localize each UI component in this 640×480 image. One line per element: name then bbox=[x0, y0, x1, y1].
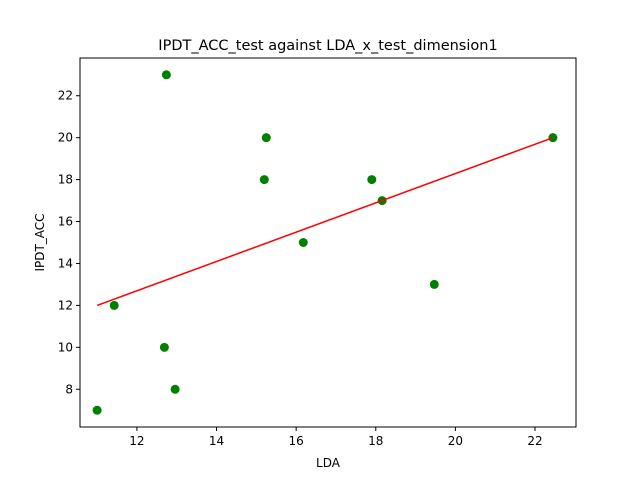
data-point bbox=[259, 175, 269, 185]
data-point bbox=[170, 384, 180, 394]
y-tick-label: 8 bbox=[65, 382, 73, 396]
data-point bbox=[109, 300, 119, 310]
regression-line bbox=[96, 136, 554, 307]
chart-title: IPDT_ACC_test against LDA_x_test_dimensi… bbox=[158, 38, 497, 54]
x-tick-label: 18 bbox=[368, 434, 383, 448]
data-point bbox=[261, 133, 271, 143]
data-point bbox=[429, 279, 439, 289]
data-point bbox=[159, 342, 169, 352]
y-tick-label: 18 bbox=[58, 173, 73, 187]
y-tick-label: 16 bbox=[58, 215, 73, 229]
x-tick-label: 16 bbox=[289, 434, 304, 448]
data-point bbox=[161, 70, 171, 80]
y-axis-label: IPDT_ACC bbox=[33, 213, 47, 271]
data-point bbox=[92, 405, 102, 415]
series-layer bbox=[92, 70, 558, 415]
data-point bbox=[298, 238, 308, 247]
x-axis: 12 14 16 18 20 22 bbox=[129, 427, 543, 448]
y-tick-label: 10 bbox=[58, 340, 73, 354]
x-tick-label: 14 bbox=[209, 434, 224, 448]
y-tick-label: 14 bbox=[58, 256, 73, 270]
data-point bbox=[367, 175, 377, 185]
x-tick-label: 22 bbox=[527, 434, 542, 448]
y-tick-label: 22 bbox=[58, 89, 73, 103]
x-axis-label: LDA bbox=[316, 456, 341, 470]
y-tick-label: 20 bbox=[58, 131, 73, 145]
x-tick-label: 20 bbox=[448, 434, 463, 448]
x-tick-label: 12 bbox=[129, 434, 144, 448]
plot-frame bbox=[79, 57, 577, 428]
y-axis: 8 10 12 14 16 18 20 22 bbox=[58, 89, 80, 396]
y-tick-label: 12 bbox=[58, 298, 73, 312]
